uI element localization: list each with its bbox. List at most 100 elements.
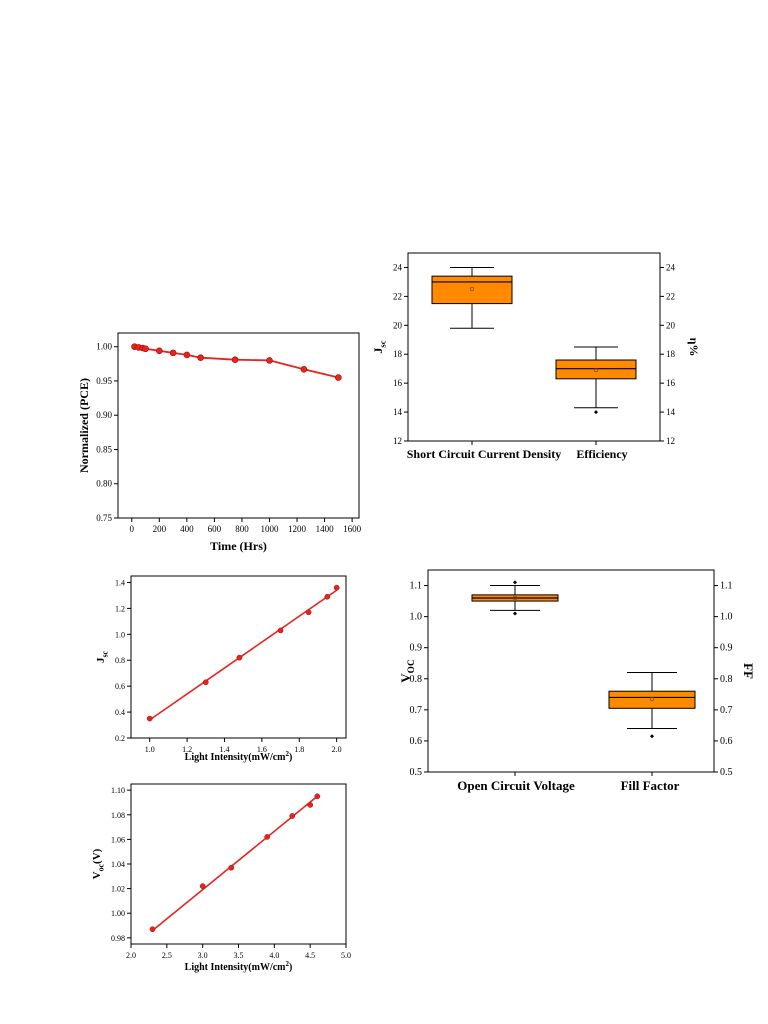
mean-marker xyxy=(513,596,517,600)
x-tick-label: 1.2 xyxy=(182,745,192,754)
x-tick-label: 1.4 xyxy=(219,745,229,754)
plot-frame xyxy=(130,783,347,945)
plot-frame xyxy=(130,575,347,739)
x-tick-label: 0 xyxy=(130,524,135,534)
y-tick-label: 24 xyxy=(393,262,403,272)
y-tick-label: 1.02 xyxy=(111,885,125,894)
right-y-tick-label: 18 xyxy=(666,349,676,359)
y-tick-label: 0.4 xyxy=(115,708,125,717)
y-tick-label: 22 xyxy=(393,291,402,301)
right-y-tick-label: 16 xyxy=(666,378,676,388)
x-tick-label: 600 xyxy=(208,524,222,534)
outlier-point xyxy=(650,734,654,739)
outlier-point xyxy=(513,611,517,616)
y-tick-label: 1.0 xyxy=(410,612,423,623)
pce-data-point xyxy=(156,347,163,355)
voc-light-intensity-chart: 0.98 1.00 1.02 1.04 1.06 1.08 1.10 2.0 2.5 3.0 3.5… xyxy=(91,783,351,973)
category-label: Fill Factor xyxy=(621,778,680,793)
x-tick-label: 200 xyxy=(153,524,167,534)
y-tick-label: 18 xyxy=(393,349,403,359)
x-tick-label: 800 xyxy=(235,524,249,534)
right-y-tick-label: 0.8 xyxy=(720,674,733,685)
plot-frame xyxy=(407,252,661,442)
right-y-tick-label: 1.1 xyxy=(720,581,733,592)
right-y-tick-label: 24 xyxy=(666,262,676,272)
y-tick-label: 20 xyxy=(393,320,403,330)
pce-data-point xyxy=(197,354,204,361)
pce-data-point xyxy=(142,345,149,353)
x-tick-label: 1200 xyxy=(288,524,307,534)
right-y-tick-label: 12 xyxy=(666,436,675,446)
x-tick-label: 1000 xyxy=(260,524,279,534)
pce-data-point xyxy=(300,366,308,373)
y-tick-label: 0.8 xyxy=(115,656,125,665)
jsc-data-point xyxy=(146,715,153,722)
iqr-box xyxy=(431,275,513,305)
right-y-tick-label: 0.5 xyxy=(720,767,733,778)
voc-data-point xyxy=(314,793,321,800)
pce-stability-chart: 0.75 0.80 0.85 0.90 0.95 1.00 0 200 400 600 800 100… xyxy=(77,332,362,553)
pce-data-point xyxy=(266,357,273,364)
right-y-axis-title: FF xyxy=(741,663,756,679)
y-tick-label: 16 xyxy=(393,378,403,388)
mean-marker xyxy=(470,287,474,291)
x-tick-label: 1400 xyxy=(316,524,335,534)
right-y-axis-title: η% xyxy=(687,338,701,357)
x-axis-title: Light Intensity(mW/cm2) xyxy=(185,750,293,763)
mean-marker xyxy=(594,368,598,372)
jsc-data-point xyxy=(305,609,312,616)
x-tick-label: 3.5 xyxy=(234,951,244,960)
voc-data-point xyxy=(264,834,271,840)
jsc-light-intensity-chart: 0.2 0.4 0.6 0.8 1.0 1.2 1.4 1.0 1.2 1.4 1.6 1.8 2.0 L… xyxy=(95,575,347,763)
jsc-data-point xyxy=(324,593,331,600)
y-tick-label: 1.0 xyxy=(115,630,125,639)
jsc-data-point xyxy=(277,627,284,634)
jsc-data-point xyxy=(202,679,209,686)
y-tick-label: 1.06 xyxy=(111,835,125,844)
x-tick-label: 1.6 xyxy=(257,745,267,754)
x-tick-label: 1600 xyxy=(343,524,362,534)
y-tick-label: 0.6 xyxy=(410,736,423,747)
category-label: Short Circuit Current Density xyxy=(407,447,562,461)
y-tick-label: 1.4 xyxy=(115,578,125,587)
x-axis-title: Time (Hrs) xyxy=(210,539,267,553)
plot-frame xyxy=(427,569,715,773)
x-tick-label: 1.0 xyxy=(145,745,155,754)
y-tick-label: 1.10 xyxy=(111,786,125,795)
right-y-tick-label: 20 xyxy=(666,320,676,330)
right-y-tick-label: 1.0 xyxy=(720,612,733,623)
y-tick-label: 0.2 xyxy=(115,734,125,743)
y-tick-label: 0.75 xyxy=(96,513,112,523)
y-tick-label: 0.8 xyxy=(410,674,423,685)
right-y-tick-label: 0.6 xyxy=(720,736,733,747)
y-tick-label: 0.5 xyxy=(410,767,423,778)
voc-data-point xyxy=(199,883,206,890)
y-tick-label: 14 xyxy=(393,407,403,417)
x-tick-label: 3.0 xyxy=(198,951,208,960)
voc-data-point xyxy=(289,813,296,819)
right-y-tick-label: 22 xyxy=(666,291,675,301)
y-tick-label: 0.90 xyxy=(96,410,112,420)
jsc-fit-line xyxy=(149,589,338,721)
y-tick-label: 1.08 xyxy=(111,811,125,820)
outlier-point xyxy=(513,580,517,585)
x-tick-label: 5.0 xyxy=(341,951,351,960)
mean-marker xyxy=(650,697,654,701)
x-tick-label: 2.0 xyxy=(126,951,136,960)
jsc-data-point xyxy=(333,584,340,591)
y-tick-label: 1.2 xyxy=(115,604,125,613)
x-tick-label: 2.5 xyxy=(162,951,172,960)
iqr-box xyxy=(555,359,637,380)
iqr-box xyxy=(608,690,696,709)
voc-fit-line xyxy=(151,795,318,932)
right-y-tick-label: 14 xyxy=(666,407,676,417)
y-tick-label: 1.00 xyxy=(96,342,112,352)
y-tick-label: 0.6 xyxy=(115,682,125,691)
plot-frame xyxy=(117,332,360,519)
right-y-tick-label: 0.7 xyxy=(720,705,733,716)
y-tick-label: 0.7 xyxy=(410,705,423,716)
jsc-efficiency-box-chart: 12 14 16 18 20 22 24 12 14 16 18 20 22 24 Short Circui… xyxy=(371,252,701,461)
category-label: Efficiency xyxy=(576,447,627,461)
y-tick-label: 1.00 xyxy=(111,909,125,918)
